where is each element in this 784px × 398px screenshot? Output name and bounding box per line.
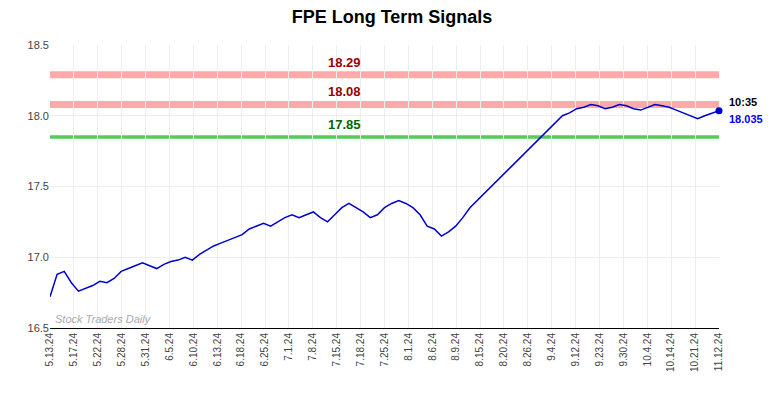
svg-text:5.28.24: 5.28.24 [116, 333, 127, 367]
svg-text:Stock Traders Daily: Stock Traders Daily [55, 313, 152, 325]
svg-text:8.15.24: 8.15.24 [474, 333, 485, 367]
svg-text:5.22.24: 5.22.24 [92, 333, 103, 367]
svg-text:5.13.24: 5.13.24 [44, 333, 55, 367]
svg-text:16.5: 16.5 [28, 322, 49, 334]
svg-text:7.1.24: 7.1.24 [283, 333, 294, 361]
svg-text:6.25.24: 6.25.24 [259, 333, 270, 367]
svg-text:8.1.24: 8.1.24 [403, 333, 414, 361]
svg-text:10.14.24: 10.14.24 [665, 333, 676, 372]
svg-text:18.035: 18.035 [729, 113, 763, 125]
svg-text:7.8.24: 7.8.24 [307, 333, 318, 361]
svg-text:8.9.24: 8.9.24 [450, 333, 461, 361]
svg-text:17.5: 17.5 [28, 180, 49, 192]
svg-text:8.26.24: 8.26.24 [522, 333, 533, 367]
svg-text:6.5.24: 6.5.24 [164, 333, 175, 361]
svg-text:9.23.24: 9.23.24 [594, 333, 605, 367]
svg-text:9.12.24: 9.12.24 [570, 333, 581, 367]
svg-text:18.29: 18.29 [328, 55, 361, 70]
svg-text:7.25.24: 7.25.24 [379, 333, 390, 367]
svg-text:10.21.24: 10.21.24 [689, 333, 700, 372]
svg-text:5.31.24: 5.31.24 [140, 333, 151, 367]
svg-text:6.13.24: 6.13.24 [212, 333, 223, 367]
svg-text:7.18.24: 7.18.24 [355, 333, 366, 367]
svg-text:8.6.24: 8.6.24 [427, 333, 438, 361]
svg-text:10:35: 10:35 [729, 96, 757, 108]
svg-text:9.4.24: 9.4.24 [546, 333, 557, 361]
svg-text:9.30.24: 9.30.24 [618, 333, 629, 367]
svg-text:6.18.24: 6.18.24 [235, 333, 246, 367]
svg-text:18.5: 18.5 [28, 39, 49, 51]
svg-text:6.10.24: 6.10.24 [188, 333, 199, 367]
svg-text:18.0: 18.0 [28, 110, 49, 122]
svg-text:11.12.24: 11.12.24 [713, 333, 724, 372]
svg-text:17.85: 17.85 [328, 117, 361, 132]
svg-text:17.0: 17.0 [28, 251, 49, 263]
svg-text:8.20.24: 8.20.24 [498, 333, 509, 367]
svg-text:18.08: 18.08 [328, 84, 361, 99]
svg-text:FPE Long Term Signals: FPE Long Term Signals [292, 7, 493, 27]
svg-text:10.4.24: 10.4.24 [642, 333, 653, 367]
svg-text:5.17.24: 5.17.24 [68, 333, 79, 367]
svg-text:7.15.24: 7.15.24 [331, 333, 342, 367]
